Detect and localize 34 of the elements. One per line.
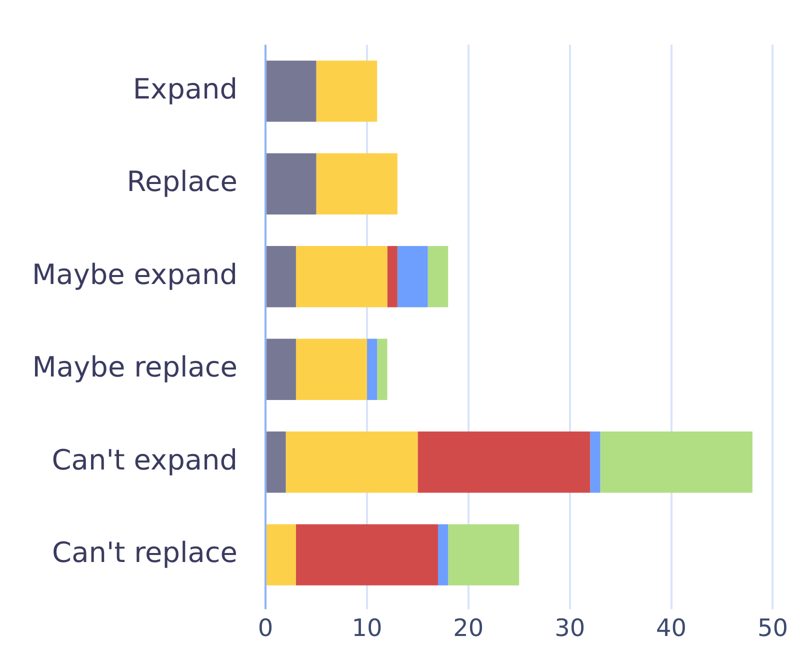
bar — [448, 524, 520, 586]
y-tick-label: Maybe expand — [32, 258, 238, 291]
bar — [366, 338, 378, 400]
x-tick-label: 20 — [453, 614, 484, 642]
bar — [418, 432, 590, 493]
bar — [296, 246, 388, 308]
x-tick-label: 30 — [554, 614, 586, 642]
x-tick-label: 10 — [352, 614, 382, 642]
y-tick-label: Can't replace — [52, 536, 238, 570]
bar — [266, 153, 316, 214]
bar — [397, 246, 428, 308]
bar — [600, 432, 752, 493]
bar — [286, 432, 418, 493]
bar — [377, 338, 388, 400]
x-tick-label: 0 — [258, 614, 274, 642]
bar — [266, 246, 296, 308]
bar — [316, 153, 398, 214]
x-tick-label: 40 — [656, 614, 687, 642]
bar — [296, 524, 438, 586]
bar — [266, 338, 296, 400]
x-tick-label: 50 — [757, 614, 788, 642]
y-tick-label: Replace — [126, 165, 238, 198]
bar — [266, 60, 316, 122]
y-tick-label: Expand — [132, 72, 238, 106]
bar — [438, 524, 448, 586]
bar — [428, 246, 448, 308]
y-tick-label: Can't expand — [52, 443, 238, 476]
y-tick-label: Maybe replace — [32, 350, 238, 384]
bar — [266, 432, 286, 493]
bar — [296, 338, 367, 400]
bar — [266, 524, 296, 586]
bar — [590, 432, 600, 493]
bar — [316, 60, 378, 122]
bar — [387, 246, 398, 308]
